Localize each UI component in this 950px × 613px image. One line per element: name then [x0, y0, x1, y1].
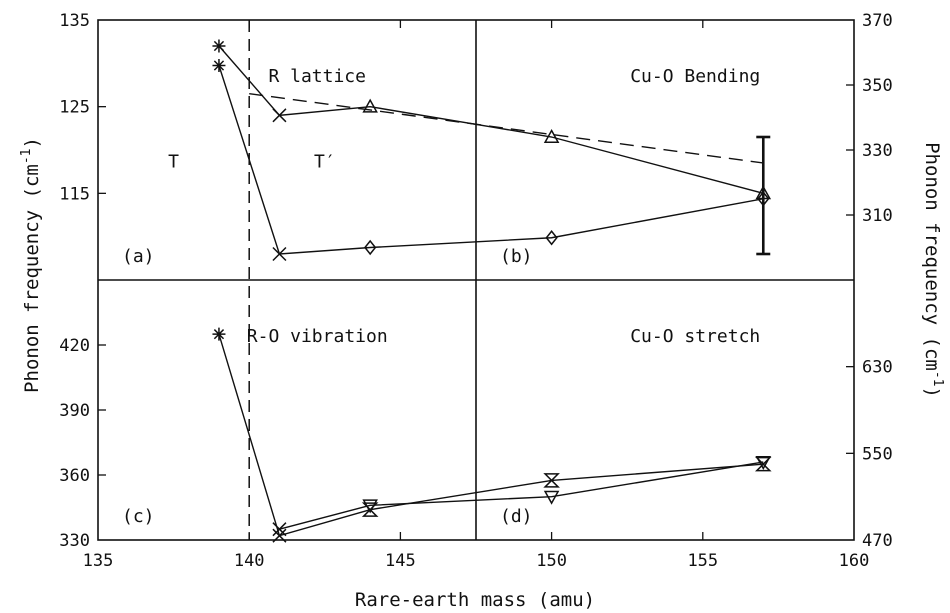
data-point-c-3 — [755, 456, 772, 471]
left-axis-title-close: ) — [21, 137, 43, 148]
y-tick-label-b-0: 310 — [862, 206, 893, 226]
y-tick-label-c-0: 330 — [59, 531, 90, 551]
data-point-b-4 — [757, 191, 770, 207]
y-tick-label-a-1: 125 — [59, 98, 90, 118]
right-axis-title-exp: -1 — [930, 371, 945, 387]
data-point-a-4 — [755, 185, 772, 200]
panel-title-c: R-O vibration — [247, 326, 388, 347]
data-point-a-3 — [543, 128, 560, 143]
panel-d: 470 550 630 Cu-O stretch (d) — [212, 326, 893, 551]
data-point-a-2 — [362, 98, 378, 113]
series-line-c — [279, 461, 764, 530]
series-line-b — [218, 65, 764, 255]
y-tick-label-c-1: 360 — [59, 466, 90, 486]
y-tick-label-d-1: 550 — [862, 444, 893, 464]
panel-tag-b: (b) — [500, 246, 533, 267]
right-axis-title-main: Phonon frequency (cm — [921, 142, 943, 371]
data-point-c-2 — [543, 490, 560, 505]
data-point-b-1 — [272, 246, 287, 262]
y-tick-label-b-3: 370 — [862, 11, 893, 31]
data-point-d-3 — [543, 473, 560, 488]
left-axis-title-main: Phonon frequency (cm — [21, 164, 43, 393]
y-tick-label-b-2: 350 — [862, 76, 893, 96]
data-point-b-3 — [545, 230, 558, 246]
right-axis-title: Phonon frequency (cm-1) — [921, 142, 945, 398]
panel-c: 330 360 390 420 R-O vibration (c) — [59, 326, 772, 551]
data-point-b-2 — [363, 239, 377, 256]
data-point-c-0 — [272, 522, 287, 537]
x-tick-label-2: 145 — [385, 551, 416, 571]
panel-title-a: R lattice — [268, 66, 366, 87]
left-axis-title-exp: -1 — [19, 149, 34, 165]
panel-tag-a: (a) — [122, 246, 155, 267]
y-tick-label-d-0: 470 — [862, 531, 893, 551]
left-axis-title-group: Phonon frequency (cm-1) — [19, 137, 43, 393]
y-tick-label-a-0: 115 — [59, 184, 90, 204]
x-tick-label-1: 140 — [234, 551, 265, 571]
panel-tag-c: (c) — [122, 506, 155, 527]
series-line-d — [218, 333, 764, 537]
panel-tag-d: (d) — [500, 506, 533, 527]
left-axis-title: Phonon frequency (cm-1) — [19, 137, 43, 393]
y-tick-label-c-3: 420 — [59, 336, 90, 356]
right-axis-title-group: Phonon frequency (cm-1) — [921, 142, 945, 398]
series-line-a — [218, 45, 764, 195]
data-point-a-0 — [212, 39, 226, 53]
y-tick-label-d-2: 630 — [862, 358, 893, 378]
y-tick-label-b-1: 330 — [862, 141, 893, 161]
phase-label-a-1: T′ — [314, 151, 336, 172]
y-tick-label-a-2: 135 — [59, 11, 90, 31]
panel-b: 310 330 350 370 Cu-O Bending (b) — [212, 11, 893, 267]
right-axis-title-close: ) — [921, 386, 943, 397]
panel-a: 115 125 135 R lattice (a) T T′ — [59, 11, 772, 267]
phase-label-a-0: T — [168, 151, 179, 172]
data-point-d-4 — [754, 456, 772, 472]
y-tick-label-c-2: 390 — [59, 401, 90, 421]
x-tick-label-5: 160 — [839, 551, 870, 571]
panel-title-d: Cu-O stretch — [630, 326, 760, 347]
data-point-a-1 — [272, 108, 287, 123]
x-tick-label-4: 155 — [687, 551, 718, 571]
x-axis-title: Rare-earth mass (amu) — [355, 589, 595, 611]
data-point-d-2 — [361, 502, 379, 517]
x-tick-label-3: 150 — [536, 551, 567, 571]
data-point-b-0 — [212, 59, 226, 72]
panels-layer: 115 125 135 R lattice (a) T T′ 310 330 350 370 Cu-O… — [59, 11, 892, 571]
data-point-d-0 — [212, 327, 226, 341]
panel-title-b: Cu-O Bending — [630, 66, 760, 87]
x-tick-label-0: 135 — [83, 551, 114, 571]
